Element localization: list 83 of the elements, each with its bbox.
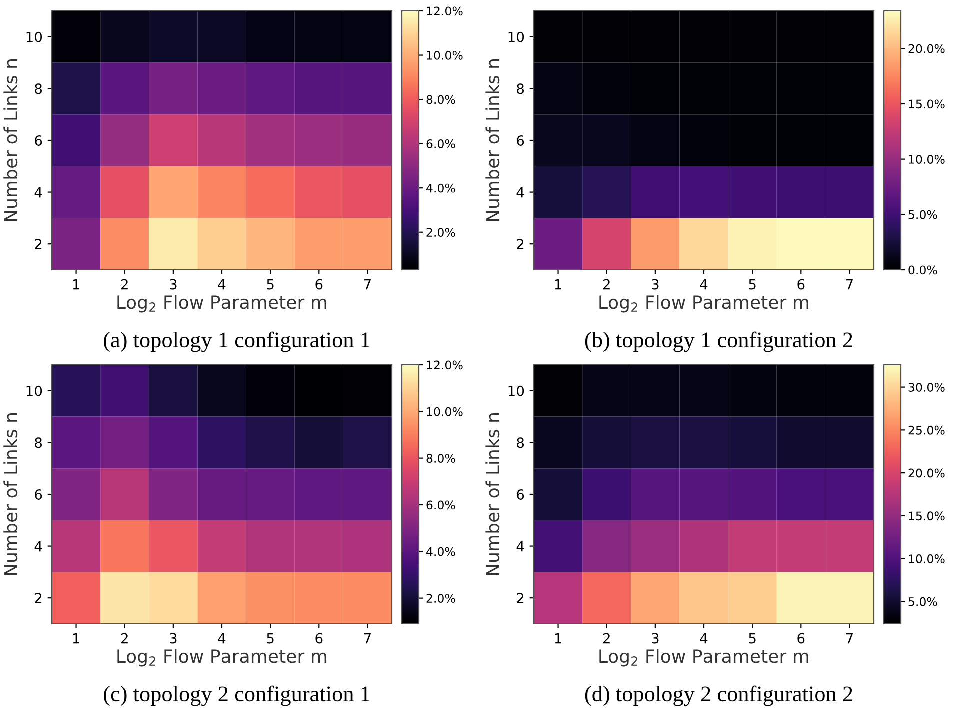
- x-tick-label: 2: [121, 633, 128, 644]
- x-tick-label: 2: [603, 279, 610, 290]
- x-tick-label: 2: [121, 279, 128, 290]
- x-tick-label: 7: [364, 633, 371, 644]
- text: (b) topology 1 configuration 2: [585, 332, 852, 352]
- x-tick-label: 4: [218, 279, 226, 290]
- y-tick-label: 10: [26, 32, 42, 42]
- color-bar-label: 15.0%: [909, 512, 945, 521]
- y-tick-label: 8: [517, 438, 524, 448]
- y-tick-label: 6: [517, 135, 524, 146]
- color-bar-label: 8.0%: [426, 95, 456, 104]
- x-tick-label: 5: [267, 279, 274, 290]
- x-tick-label: 5: [267, 633, 274, 644]
- x-axis-title: Log$_{2}$ Flow Parameter m: [118, 649, 326, 667]
- text: (c) topology 2 configuration 1: [104, 686, 370, 706]
- text: (a) topology 1 configuration 1: [104, 332, 370, 352]
- x-axis-title: Log$_{2}$ Flow Parameter m: [600, 649, 808, 667]
- y-tick-label: 8: [35, 438, 42, 448]
- y-tick-label: 2: [35, 593, 42, 604]
- x-tick-label: 3: [170, 633, 177, 644]
- x-tick-label: 1: [555, 279, 562, 290]
- x-tick-label: 7: [846, 633, 853, 644]
- y-tick-label: 6: [35, 489, 42, 500]
- x-tick-label: 3: [652, 633, 659, 644]
- x-tick-label: 1: [555, 633, 562, 644]
- color-bar-label: 20.0%: [908, 44, 945, 54]
- x-tick-label: 6: [316, 633, 323, 644]
- y-tick-label: 2: [517, 593, 524, 604]
- color-bar-label: 6.0%: [426, 500, 456, 510]
- color-bar-label: 2.0%: [426, 594, 456, 603]
- x-tick-label: 1: [73, 633, 80, 644]
- y-axis-title: Number of Links n: [4, 414, 18, 576]
- x-tick-label: 7: [846, 279, 853, 290]
- y-tick-label: 8: [517, 84, 524, 94]
- y-tick-label: 2: [35, 239, 42, 250]
- color-bar-label: 30.0%: [908, 383, 945, 392]
- x-tick-label: 3: [170, 279, 177, 290]
- x-axis-title: Log$_{2}$ Flow Parameter m: [118, 295, 326, 313]
- color-bar-label: 10.0%: [909, 155, 945, 164]
- x-tick-label: 2: [603, 633, 610, 644]
- color-bar-label: 15.0%: [909, 100, 945, 109]
- y-axis-title: Number of Links n: [486, 414, 500, 576]
- color-bar-label: 25.0%: [908, 426, 945, 435]
- color-bar-label: 10.0%: [909, 554, 945, 564]
- y-tick-label: 6: [35, 135, 42, 146]
- color-bar-label: 5.0%: [908, 597, 938, 606]
- y-tick-label: 4: [34, 541, 42, 552]
- color-bar-label: 0.0%: [908, 266, 938, 275]
- y-axis-title: Number of Links n: [4, 60, 18, 222]
- color-bar-label: 4.0%: [426, 184, 456, 193]
- x-tick-label: 6: [798, 279, 805, 290]
- y-axis-title: Number of Links n: [486, 60, 500, 222]
- y-tick-label: 6: [517, 489, 524, 500]
- color-bar-label: 8.0%: [426, 454, 456, 463]
- y-tick-label: 4: [516, 541, 524, 552]
- color-bar-label: 12.0%: [427, 360, 463, 370]
- y-tick-label: 10: [508, 386, 524, 396]
- color-bar-label: 20.0%: [908, 468, 945, 478]
- color-bar-label: 10.0%: [427, 50, 463, 60]
- y-tick-label: 10: [508, 32, 524, 42]
- x-tick-label: 4: [218, 633, 226, 644]
- x-tick-label: 6: [316, 279, 323, 290]
- x-tick-label: 4: [700, 279, 708, 290]
- color-bar-label: 5.0%: [908, 210, 938, 220]
- y-tick-label: 4: [516, 187, 524, 198]
- y-tick-label: 10: [26, 386, 42, 396]
- color-bar-label: 2.0%: [426, 228, 456, 238]
- color-bar-label: 6.0%: [426, 140, 456, 148]
- y-tick-label: 4: [34, 187, 42, 198]
- x-tick-label: 3: [652, 279, 659, 290]
- x-tick-label: 4: [700, 633, 708, 644]
- y-tick-label: 2: [517, 239, 524, 250]
- text: (d) topology 2 configuration 2: [585, 686, 852, 706]
- color-bar-label: 12.0%: [427, 6, 463, 16]
- x-axis-title: Log$_{2}$ Flow Parameter m: [600, 295, 808, 313]
- x-tick-label: 7: [364, 279, 371, 290]
- x-tick-label: 5: [749, 279, 756, 290]
- x-tick-label: 1: [73, 279, 80, 290]
- x-tick-label: 5: [749, 633, 756, 644]
- color-bar-label: 4.0%: [426, 547, 456, 556]
- color-bar-label: 10.0%: [427, 407, 463, 416]
- y-tick-label: 8: [35, 84, 42, 94]
- x-tick-label: 6: [798, 633, 805, 644]
